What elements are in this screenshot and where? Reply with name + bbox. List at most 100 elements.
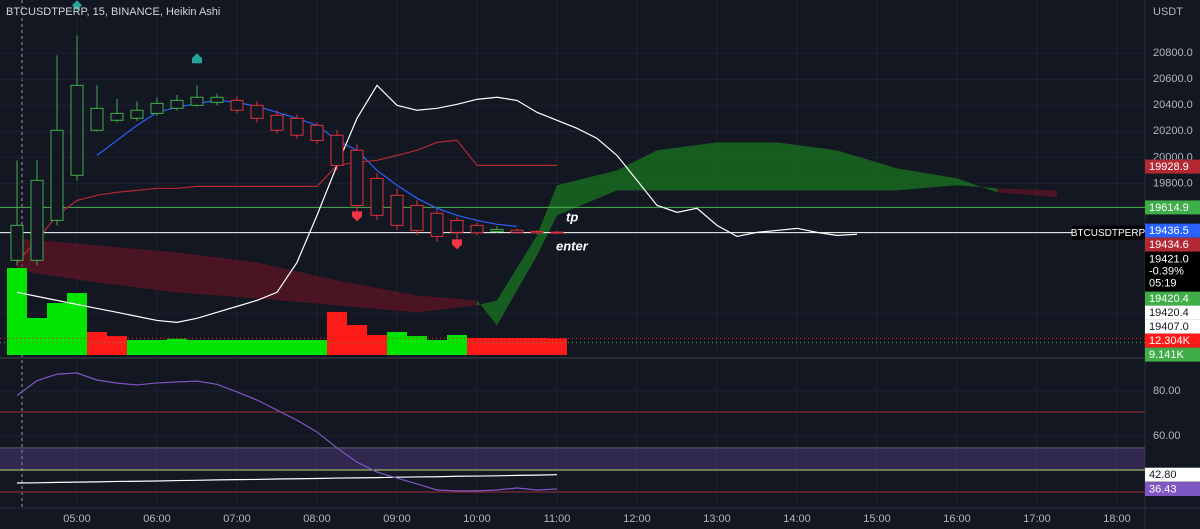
- candle-body: [270, 114, 284, 131]
- x-tick-label: 17:00: [1023, 513, 1051, 525]
- price-badge: [1145, 347, 1200, 362]
- price-badge-label: 36.43: [1149, 483, 1177, 495]
- last-price: 19421.0: [1149, 254, 1189, 266]
- signal-marker: [352, 211, 362, 222]
- y-tick-label: 20600.0: [1153, 73, 1193, 85]
- price-badge: [1145, 305, 1200, 320]
- symbol-badge: [1072, 225, 1145, 240]
- cloud-segment: [777, 142, 837, 191]
- x-tick-label: 05:00: [63, 513, 91, 525]
- volume-bar: [47, 303, 67, 355]
- candle-body: [70, 84, 84, 176]
- volume-bar: [387, 332, 407, 355]
- x-tick-label: 08:00: [303, 513, 331, 525]
- candle-body: [390, 194, 404, 226]
- annotation: enter: [556, 238, 589, 253]
- cloud-segment: [537, 185, 557, 256]
- cloud-segment: [177, 252, 257, 299]
- cloud-segment: [957, 178, 997, 193]
- price-badge-label: 19420.4: [1149, 293, 1189, 305]
- candle-body: [50, 129, 64, 221]
- price-badge-label: 19436.5: [1149, 225, 1189, 237]
- candle-body: [330, 134, 344, 166]
- price-change: -0.39%: [1149, 266, 1184, 278]
- candle-body: [250, 104, 264, 119]
- price-badge: [1145, 223, 1200, 238]
- cloud-segment: [337, 280, 417, 313]
- candle-body: [530, 230, 544, 234]
- x-tick-label: 13:00: [703, 513, 731, 525]
- x-tick-label: 11:00: [544, 513, 571, 525]
- volume-bar: [507, 337, 527, 355]
- price-badge-label: 19614.9: [1149, 202, 1189, 214]
- volume-bar: [167, 338, 187, 355]
- price-badge: [1145, 319, 1200, 334]
- candle-body: [90, 107, 104, 131]
- y-tick-label: 80.00: [1153, 385, 1181, 397]
- candle-body: [450, 219, 464, 233]
- candle-body: [410, 204, 424, 231]
- x-tick-label: 07:00: [223, 513, 251, 525]
- y-tick-label: 20800.0: [1153, 47, 1193, 59]
- y-axis-label: USDT: [1153, 6, 1183, 18]
- price-badge-label: 42.80: [1149, 469, 1177, 481]
- signal-marker: [452, 239, 462, 250]
- price-badge-label: 19407.0: [1149, 321, 1189, 333]
- signal-marker: [72, 0, 82, 11]
- cloud-segment: [837, 150, 897, 191]
- volume-bar: [487, 337, 507, 355]
- price-badge: [1145, 159, 1200, 174]
- volume-bar: [427, 340, 447, 355]
- volume-bar: [447, 335, 467, 355]
- x-tick-label: 12:00: [623, 513, 651, 525]
- volume-bar: [27, 318, 47, 355]
- candle-body: [490, 228, 504, 232]
- candle-body: [10, 224, 24, 261]
- price-badge: [1145, 200, 1200, 215]
- volume-bar: [367, 335, 387, 355]
- x-tick-label: 06:00: [143, 513, 171, 525]
- y-tick-label: 20400.0: [1153, 99, 1193, 111]
- candle-body: [150, 102, 164, 114]
- countdown: 05:19: [1149, 278, 1177, 290]
- symbol-label: BTCUSDTPERP: [1071, 228, 1146, 239]
- candle-body: [290, 117, 304, 136]
- indicator-line: [96, 99, 518, 227]
- x-tick-label: 09:00: [383, 513, 411, 525]
- candle-body: [370, 177, 384, 216]
- rsi-line: [16, 372, 558, 492]
- volume-bar: [247, 340, 267, 355]
- candle-body: [210, 96, 224, 103]
- candle-body: [30, 179, 44, 261]
- price-badge-label: 19434.6: [1149, 239, 1189, 251]
- candle-body: [430, 212, 444, 237]
- price-badge: [1145, 237, 1200, 252]
- candle-body: [510, 229, 524, 233]
- volume-bar: [107, 336, 127, 355]
- x-tick-label: 10:00: [463, 513, 491, 525]
- volume-bar: [7, 268, 27, 355]
- candle-body: [190, 96, 204, 106]
- cloud-segment: [657, 142, 717, 191]
- candle-body: [170, 99, 184, 109]
- annotation: tp: [566, 209, 578, 224]
- volume-bar: [547, 338, 567, 355]
- cloud-segment: [997, 188, 1057, 198]
- volume-bar: [67, 293, 87, 355]
- cloud-segment: [497, 235, 537, 326]
- price-badge: [1145, 467, 1200, 482]
- indicator-line: [16, 84, 858, 323]
- candle-body: [130, 109, 144, 119]
- price-badge-label: 12.304K: [1149, 335, 1191, 347]
- volume-bar: [187, 340, 207, 355]
- volume-bar: [207, 340, 227, 355]
- price-badge-label: 19420.4: [1149, 307, 1189, 319]
- volume-bar: [287, 340, 307, 355]
- candle-body: [230, 99, 244, 111]
- x-tick-label: 16:00: [943, 513, 971, 525]
- volume-bar: [527, 337, 547, 355]
- x-tick-label: 14:00: [783, 513, 811, 525]
- y-tick-label: 20200.0: [1153, 125, 1193, 137]
- cloud-segment: [897, 168, 957, 191]
